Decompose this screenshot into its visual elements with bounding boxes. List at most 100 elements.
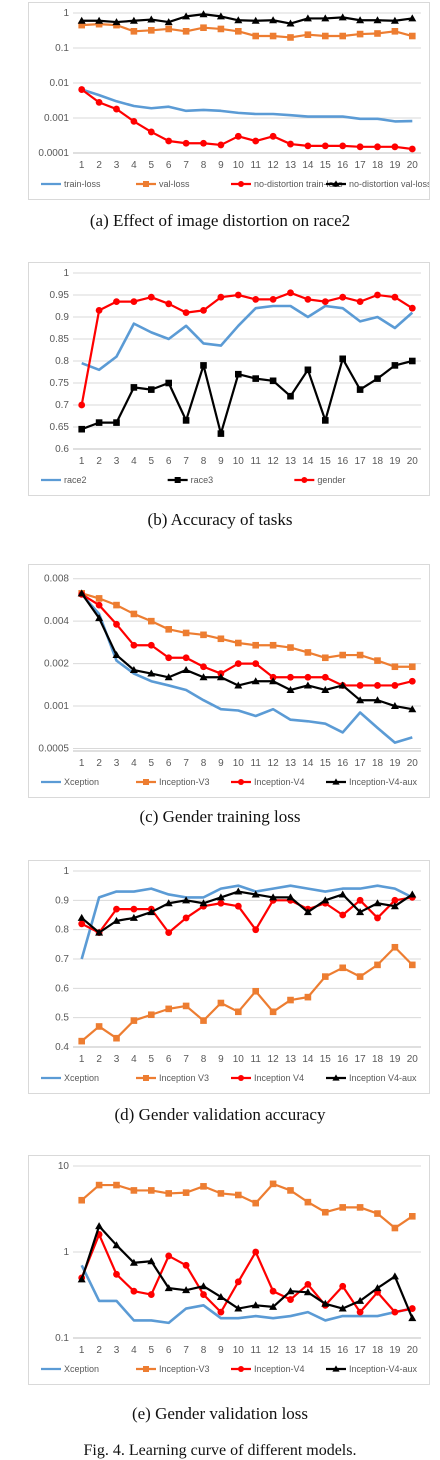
data-point: [321, 14, 330, 22]
data-point: [129, 1258, 138, 1266]
data-point: [95, 928, 104, 936]
x-tick-label: 19: [389, 1054, 401, 1065]
data-point: [374, 657, 381, 664]
data-point: [234, 132, 242, 140]
data-point: [216, 673, 225, 681]
data-point: [374, 291, 381, 299]
legend-marker: [238, 779, 244, 785]
data-point: [390, 902, 399, 910]
data-point: [391, 293, 399, 301]
legend-entry: Inception V3: [136, 1073, 209, 1083]
y-tick-label: 0.01: [50, 78, 70, 89]
data-point: [113, 105, 120, 113]
legend-entry: gender: [294, 475, 345, 485]
series-inception-v3: [78, 1180, 416, 1232]
data-point: [339, 355, 346, 363]
data-point: [339, 964, 346, 972]
chart-caption-d: (d) Gender validation accuracy: [114, 1105, 326, 1124]
x-tick-label: 5: [149, 1345, 155, 1356]
data-point: [356, 973, 364, 980]
data-point: [147, 1257, 156, 1265]
data-point: [390, 16, 399, 24]
data-point: [252, 987, 259, 995]
data-point: [217, 430, 225, 437]
legend-marker: [174, 477, 181, 483]
data-point: [356, 696, 365, 704]
x-tick-label: 13: [285, 1345, 297, 1356]
x-tick-label: 20: [407, 456, 419, 467]
data-point: [217, 1308, 225, 1316]
data-point: [321, 298, 329, 305]
x-tick-label: 12: [268, 758, 280, 769]
data-point: [373, 1284, 382, 1292]
y-tick-label: 0.008: [44, 574, 69, 585]
data-point: [182, 139, 190, 147]
data-point: [200, 1017, 207, 1024]
x-tick-label: 8: [201, 1345, 207, 1356]
y-tick-label: 0.6: [55, 444, 69, 455]
x-tick-label: 16: [337, 1345, 349, 1356]
data-point: [408, 705, 417, 713]
data-point: [356, 143, 364, 151]
series-xception: [80, 884, 413, 960]
series-inception-v3: [78, 943, 416, 1045]
data-point: [287, 289, 294, 297]
series-line: [80, 890, 413, 934]
data-point: [251, 1301, 260, 1309]
data-point: [78, 1196, 85, 1204]
data-point: [112, 1241, 121, 1249]
y-tick-label: 0.001: [44, 701, 69, 712]
series-inception-v4-aux: [77, 589, 417, 713]
data-point: [148, 27, 155, 34]
data-point: [304, 31, 312, 38]
x-tick-label: 16: [337, 758, 349, 769]
x-tick-label: 13: [285, 1054, 297, 1065]
data-point: [147, 641, 155, 649]
y-tick-label: 1: [63, 8, 69, 19]
legend-entry: Inception V4: [231, 1073, 304, 1083]
data-point: [287, 673, 294, 681]
chart-panel-b: 1 0.95 0.9 0.85 0.8 0.75 0.7 0.65 0.6 1 2 3 4 5 6 7 8 9 10…: [28, 262, 430, 496]
data-point: [321, 673, 329, 681]
x-tick-label: 12: [268, 456, 280, 467]
data-point: [95, 1222, 104, 1230]
legend-marker: [143, 1075, 149, 1081]
data-point: [182, 654, 190, 662]
data-point: [148, 386, 155, 393]
x-tick-label: 1: [79, 160, 85, 171]
x-tick-label: 19: [389, 160, 401, 171]
x-tick-label: 2: [96, 160, 102, 171]
legend-entry: race2: [41, 475, 87, 485]
data-point: [217, 293, 225, 301]
data-point: [374, 30, 381, 37]
data-point: [339, 293, 347, 301]
data-point: [182, 629, 190, 637]
x-tick-label: 8: [201, 160, 207, 171]
data-point: [374, 1210, 381, 1217]
data-point: [304, 366, 312, 374]
data-point: [408, 145, 416, 153]
chart-panel-c: 0.008 0.004 0.002 0.001 0.0005 1 2 3 4 5 6 7 8 9 10 11 1…: [28, 564, 430, 798]
data-point: [147, 128, 155, 136]
data-point: [269, 296, 277, 303]
x-tick-label: 12: [268, 1054, 280, 1065]
y-tick-label: 0.001: [44, 113, 69, 124]
data-point: [373, 899, 382, 907]
data-point: [252, 1248, 260, 1256]
legend-entry: train-loss: [41, 179, 101, 189]
data-point: [200, 362, 207, 369]
legend-marker: [301, 477, 308, 483]
data-point: [287, 34, 294, 41]
data-point: [269, 677, 278, 685]
data-point: [113, 601, 120, 609]
data-point: [113, 298, 120, 305]
data-point: [164, 899, 173, 907]
data-point: [339, 32, 346, 40]
legend-marker: [143, 779, 149, 785]
legend-entry: Xception: [41, 777, 99, 787]
data-point: [234, 660, 242, 668]
data-point: [113, 1270, 120, 1278]
y-tick-label: 0.8: [55, 356, 69, 367]
